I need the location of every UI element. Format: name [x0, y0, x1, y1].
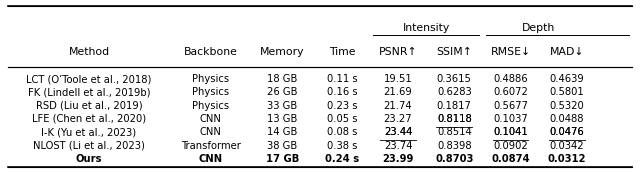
Text: 17 GB: 17 GB: [266, 154, 299, 164]
Text: 0.38 s: 0.38 s: [326, 141, 357, 151]
Text: 0.0476: 0.0476: [549, 127, 584, 137]
Text: Method: Method: [68, 47, 109, 57]
Text: RSD (Liu et al., 2019): RSD (Liu et al., 2019): [36, 101, 142, 111]
Text: 23.74: 23.74: [384, 141, 412, 151]
Text: RMSE↓: RMSE↓: [490, 47, 531, 57]
Text: 23.44: 23.44: [384, 127, 412, 137]
Text: 0.0312: 0.0312: [547, 154, 586, 164]
Text: 23.44: 23.44: [384, 127, 412, 137]
Text: 0.5677: 0.5677: [493, 101, 528, 111]
Text: NLOST (Li et al., 2023): NLOST (Li et al., 2023): [33, 141, 145, 151]
Text: 0.05 s: 0.05 s: [326, 114, 357, 124]
Text: 0.1041: 0.1041: [493, 127, 528, 137]
Text: 0.23 s: 0.23 s: [326, 101, 357, 111]
Text: 0.8398: 0.8398: [437, 141, 472, 151]
Text: 21.74: 21.74: [384, 101, 412, 111]
Text: 0.0476: 0.0476: [549, 127, 584, 137]
Text: 0.11 s: 0.11 s: [326, 74, 357, 84]
Text: 0.6072: 0.6072: [493, 87, 528, 97]
Text: 0.8514: 0.8514: [437, 127, 472, 137]
Text: 0.6283: 0.6283: [437, 87, 472, 97]
Text: Transformer: Transformer: [180, 141, 241, 151]
Text: Memory: Memory: [260, 47, 305, 57]
Text: 26 GB: 26 GB: [268, 87, 298, 97]
Text: 0.0488: 0.0488: [549, 114, 584, 124]
Text: Physics: Physics: [192, 74, 229, 84]
Text: 38 GB: 38 GB: [268, 141, 298, 151]
Text: 21.69: 21.69: [384, 87, 412, 97]
Text: Ours: Ours: [76, 154, 102, 164]
Text: Time: Time: [328, 47, 355, 57]
Text: 0.08 s: 0.08 s: [326, 127, 357, 137]
Text: 0.16 s: 0.16 s: [326, 87, 357, 97]
Text: 0.0342: 0.0342: [549, 141, 584, 151]
Text: 33 GB: 33 GB: [268, 101, 298, 111]
Text: 23.99: 23.99: [382, 154, 413, 164]
Text: Intensity: Intensity: [403, 23, 450, 33]
Text: 0.8118: 0.8118: [437, 114, 472, 124]
Text: Physics: Physics: [192, 87, 229, 97]
Text: 0.1037: 0.1037: [493, 114, 528, 124]
Text: 0.8118: 0.8118: [437, 114, 472, 124]
Text: 0.0874: 0.0874: [491, 154, 530, 164]
Text: I-K (Yu et al., 2023): I-K (Yu et al., 2023): [42, 127, 136, 137]
Text: 0.4886: 0.4886: [493, 74, 528, 84]
Text: SSIM↑: SSIM↑: [436, 47, 472, 57]
Text: LFE (Chen et al., 2020): LFE (Chen et al., 2020): [32, 114, 146, 124]
Text: 0.24 s: 0.24 s: [324, 154, 359, 164]
Text: 23.27: 23.27: [384, 114, 412, 124]
Text: LCT (O’Toole et al., 2018): LCT (O’Toole et al., 2018): [26, 74, 152, 84]
Text: Backbone: Backbone: [184, 47, 237, 57]
Text: Physics: Physics: [192, 101, 229, 111]
Text: 14 GB: 14 GB: [268, 127, 298, 137]
Text: FK (Lindell et al., 2019b): FK (Lindell et al., 2019b): [28, 87, 150, 97]
Text: CNN: CNN: [198, 154, 223, 164]
Text: 0.3615: 0.3615: [437, 74, 472, 84]
Text: 0.4639: 0.4639: [549, 74, 584, 84]
Text: 0.1041: 0.1041: [493, 127, 528, 137]
Text: 0.5801: 0.5801: [549, 87, 584, 97]
Text: 0.5320: 0.5320: [549, 101, 584, 111]
Text: Depth: Depth: [522, 23, 555, 33]
Text: 0.8703: 0.8703: [435, 154, 474, 164]
Text: 0.0902: 0.0902: [493, 141, 528, 151]
Text: 18 GB: 18 GB: [268, 74, 298, 84]
Text: 0.1817: 0.1817: [437, 101, 472, 111]
Text: CNN: CNN: [200, 114, 221, 124]
Text: 19.51: 19.51: [384, 74, 412, 84]
Text: 13 GB: 13 GB: [268, 114, 298, 124]
Text: CNN: CNN: [200, 127, 221, 137]
Text: MAD↓: MAD↓: [549, 47, 584, 57]
Text: PSNR↑: PSNR↑: [379, 47, 417, 57]
